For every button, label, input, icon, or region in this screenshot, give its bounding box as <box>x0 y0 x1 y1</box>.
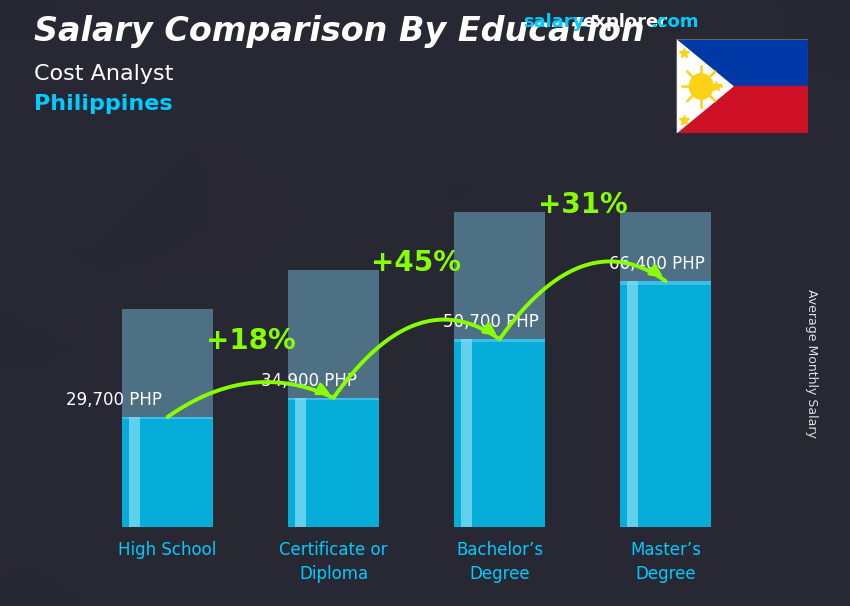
Circle shape <box>689 74 713 99</box>
Bar <box>627 281 638 527</box>
Text: 29,700 PHP: 29,700 PHP <box>66 391 162 409</box>
Text: Average Monthly Salary: Average Monthly Salary <box>805 289 819 438</box>
Bar <box>129 417 140 527</box>
Bar <box>288 398 379 527</box>
Text: salary: salary <box>523 13 584 32</box>
Text: Salary Comparison By Education: Salary Comparison By Education <box>34 15 644 48</box>
Bar <box>462 339 472 527</box>
Text: +18%: +18% <box>206 327 295 355</box>
Polygon shape <box>676 39 733 133</box>
Text: 34,900 PHP: 34,900 PHP <box>261 371 356 390</box>
Bar <box>122 417 213 527</box>
Bar <box>122 308 213 419</box>
Text: Cost Analyst: Cost Analyst <box>34 64 173 84</box>
Bar <box>454 154 545 342</box>
Text: +31%: +31% <box>538 191 627 219</box>
Bar <box>454 339 545 527</box>
Bar <box>295 398 306 527</box>
Text: +45%: +45% <box>371 248 462 276</box>
Text: explorer: explorer <box>582 13 667 32</box>
Bar <box>620 39 711 285</box>
Text: 50,700 PHP: 50,700 PHP <box>444 313 539 331</box>
Text: Philippines: Philippines <box>34 94 173 114</box>
Bar <box>620 281 711 527</box>
Text: 66,400 PHP: 66,400 PHP <box>609 255 705 273</box>
Text: .com: .com <box>650 13 699 32</box>
Bar <box>676 39 807 87</box>
Bar <box>288 270 379 400</box>
Bar <box>676 87 807 133</box>
